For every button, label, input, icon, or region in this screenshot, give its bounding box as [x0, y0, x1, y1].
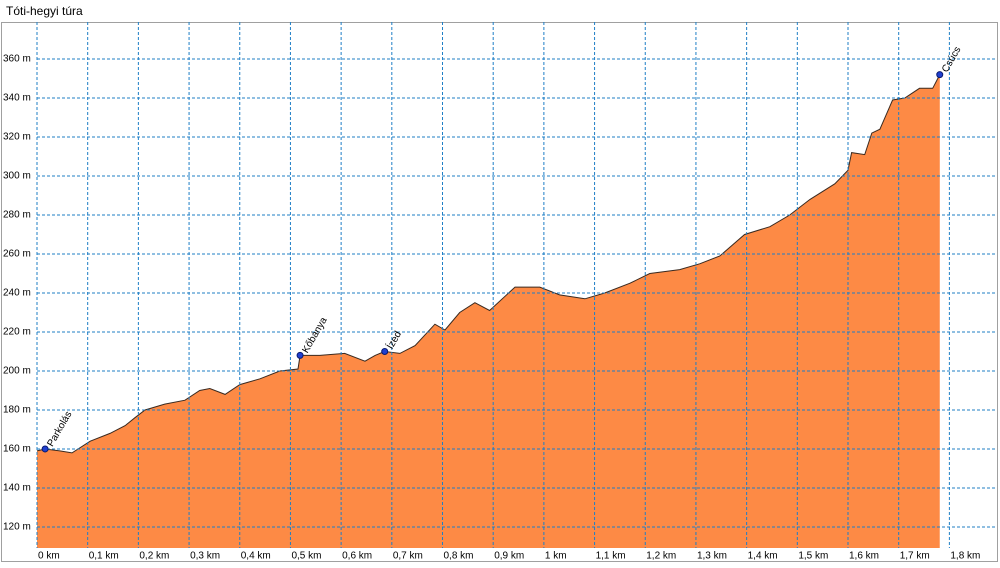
y-tick-label: 220 m [3, 327, 31, 338]
y-tick-label: 320 m [3, 132, 31, 143]
x-tick-label: 0,9 km [494, 551, 524, 562]
x-tick-label: 0,5 km [291, 551, 321, 562]
x-tick-label: 1,7 km [900, 551, 930, 562]
frame [1, 22, 998, 562]
x-tick-label: 0,1 km [89, 551, 119, 562]
chart-title: Tóti-hegyi túra [6, 4, 83, 18]
y-tick-label: 280 m [3, 210, 31, 221]
x-tick-label: 0,4 km [241, 551, 271, 562]
waypoint-label: Kőbánya [300, 315, 329, 355]
y-tick-label: 180 m [3, 405, 31, 416]
y-tick-label: 140 m [3, 483, 31, 494]
x-tick-label: 0,6 km [342, 551, 372, 562]
x-tick-label: 1,3 km [697, 551, 727, 562]
x-tick-label: 1,4 km [748, 551, 778, 562]
y-tick-label: 120 m [3, 522, 31, 533]
x-tick-label: 1,2 km [646, 551, 676, 562]
x-tick-label: 0,3 km [190, 551, 220, 562]
waypoint [381, 347, 389, 355]
x-tick-label: 0,7 km [393, 551, 423, 562]
x-tick-label: 0 km [38, 551, 60, 562]
y-tick-label: 360 m [3, 54, 31, 65]
x-tick-label: 1,1 km [596, 551, 626, 562]
elevation-line [36, 74, 941, 454]
x-tick-label: 1 km [545, 551, 567, 562]
waypoint [296, 351, 304, 359]
y-tick-label: 240 m [3, 288, 31, 299]
y-tick-label: 340 m [3, 93, 31, 104]
waypoint-label: Parkolás [45, 410, 74, 449]
x-tick-label: 1,8 km [950, 551, 980, 562]
y-tick-label: 200 m [3, 366, 31, 377]
waypoint-label: Ízed [383, 328, 404, 351]
x-tick-label: 1,5 km [798, 551, 828, 562]
waypoint [936, 71, 944, 79]
waypoint [41, 445, 49, 453]
waypoint-label: Csúcs [940, 45, 963, 75]
x-tick-label: 0,8 km [444, 551, 474, 562]
y-tick-label: 300 m [3, 171, 31, 182]
x-tick-label: 0,2 km [139, 551, 169, 562]
y-tick-label: 260 m [3, 249, 31, 260]
y-tick-label: 160 m [3, 444, 31, 455]
x-tick-label: 1,6 km [849, 551, 879, 562]
elevation-area [37, 74, 940, 548]
